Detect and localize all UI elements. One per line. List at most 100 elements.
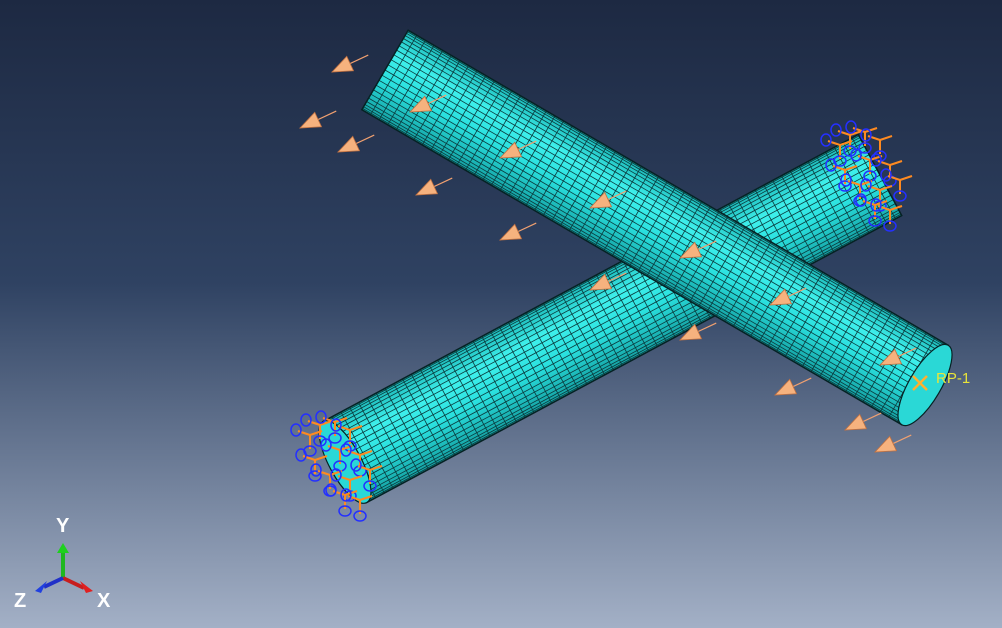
mesh-line xyxy=(655,201,703,282)
boundary-condition xyxy=(300,413,333,447)
arrow-head xyxy=(679,323,703,341)
mesh-line xyxy=(363,209,900,498)
mesh-line xyxy=(784,276,832,357)
mesh-line xyxy=(378,40,426,121)
end-cap xyxy=(897,343,953,427)
boundary-condition xyxy=(845,120,878,154)
mesh-line xyxy=(336,159,872,447)
mesh-line xyxy=(446,355,491,437)
mesh-line xyxy=(789,170,835,253)
load-arrow xyxy=(409,94,447,113)
mesh-line xyxy=(393,383,438,465)
mesh-line xyxy=(560,145,608,226)
mesh-line xyxy=(482,100,530,181)
mesh-line xyxy=(428,364,473,446)
load-arrow xyxy=(769,287,807,306)
mesh-line xyxy=(358,199,894,488)
mesh-line xyxy=(525,125,573,206)
mesh-line xyxy=(339,164,875,452)
mesh-line xyxy=(542,135,590,216)
model xyxy=(290,29,953,522)
mesh-line xyxy=(413,60,461,141)
load-arrow xyxy=(331,54,369,73)
mesh-line xyxy=(629,186,677,267)
mesh-line xyxy=(698,226,746,307)
mesh-line xyxy=(834,147,879,229)
mesh-line xyxy=(411,374,456,456)
mesh-line xyxy=(350,185,886,473)
triad: Y Z X xyxy=(14,515,111,612)
mesh-line xyxy=(396,50,444,131)
mesh-line xyxy=(534,307,579,390)
mesh-line xyxy=(401,41,942,358)
load-arrow xyxy=(589,190,627,209)
mesh-line xyxy=(439,75,487,156)
mesh-line xyxy=(516,120,565,201)
mesh-line xyxy=(586,161,634,241)
mesh-line xyxy=(387,45,435,126)
mesh-line xyxy=(362,108,903,424)
mesh-line xyxy=(825,151,870,234)
mesh-line xyxy=(516,317,561,399)
mesh-line xyxy=(323,135,860,424)
boundary-condition xyxy=(870,198,903,232)
mesh-line xyxy=(689,221,737,302)
mesh-line xyxy=(569,288,614,371)
load-arrow xyxy=(499,140,537,159)
mesh-line xyxy=(378,79,920,396)
mesh-line xyxy=(447,80,495,161)
mesh-line xyxy=(375,392,420,475)
load-arrow xyxy=(299,110,337,129)
mesh-line xyxy=(603,171,651,252)
mesh-line xyxy=(347,179,884,468)
mesh-line xyxy=(604,270,650,352)
mesh-line xyxy=(381,74,923,391)
mesh-line xyxy=(620,181,668,262)
cylinder xyxy=(318,133,903,504)
mesh-line xyxy=(341,169,878,458)
reference-point xyxy=(912,375,928,391)
mesh-line xyxy=(402,378,447,461)
arrow-head xyxy=(589,191,613,209)
mesh-line xyxy=(390,59,932,376)
mesh-line xyxy=(853,317,901,398)
mesh-line xyxy=(396,49,937,366)
mesh-line xyxy=(403,38,944,354)
boundary-condition xyxy=(350,458,383,492)
load-arrow xyxy=(499,222,537,241)
mesh-line xyxy=(681,216,729,297)
mesh-line xyxy=(404,55,452,136)
mesh-line xyxy=(370,35,418,115)
mesh-line xyxy=(827,302,875,383)
mesh-line xyxy=(407,31,948,347)
mesh-line xyxy=(767,266,815,347)
boundary-condition xyxy=(830,123,863,157)
mesh-line xyxy=(724,241,772,322)
load-arrow xyxy=(679,322,717,341)
mesh-line xyxy=(368,97,909,414)
mesh-line xyxy=(587,279,632,361)
mesh-line xyxy=(793,282,841,362)
mesh-line xyxy=(340,411,385,494)
mesh-line xyxy=(473,95,521,176)
mesh-line xyxy=(472,340,517,423)
load-arrow xyxy=(415,177,453,196)
load-arrow xyxy=(679,240,717,259)
mesh-line xyxy=(419,369,465,451)
mesh-line xyxy=(333,154,870,443)
arrow-head xyxy=(409,95,433,113)
mesh-line xyxy=(810,292,858,372)
boundary-condition xyxy=(880,168,913,202)
arrow-head xyxy=(874,435,898,453)
mesh-line xyxy=(393,54,935,371)
mesh-line xyxy=(741,251,789,332)
boundary-condition xyxy=(315,410,348,444)
arrow-head xyxy=(589,273,613,291)
mesh-line xyxy=(772,180,817,262)
reference-point-label: RP-1 xyxy=(936,370,970,387)
mesh-line xyxy=(613,265,658,347)
mesh-line xyxy=(406,32,947,349)
mesh-line xyxy=(358,402,403,484)
